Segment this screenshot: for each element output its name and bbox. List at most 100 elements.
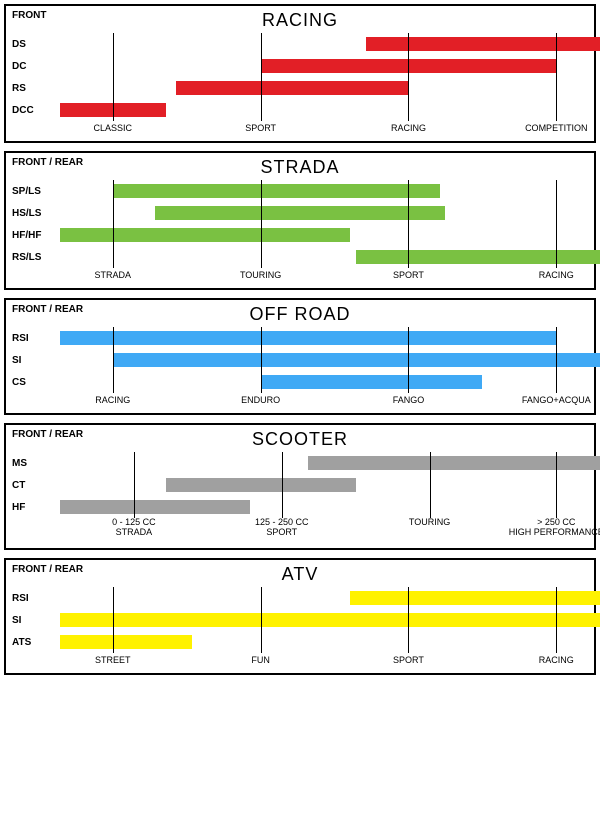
range-bar	[261, 59, 557, 73]
chart-row: MS	[12, 452, 588, 474]
range-bar	[166, 478, 356, 492]
corner-label: FRONT / REAR	[12, 429, 83, 440]
range-bar	[176, 81, 408, 95]
axis-label: SPORT	[393, 655, 424, 665]
chart-row: SI	[12, 609, 588, 631]
row-track	[60, 33, 588, 55]
chart-row: SP/LS	[12, 180, 588, 202]
axis-label: RACING	[539, 655, 574, 665]
row-track	[60, 371, 588, 393]
panel-title: OFF ROAD	[12, 304, 588, 325]
row-label: DC	[12, 61, 60, 72]
corner-label: FRONT / REAR	[12, 157, 83, 168]
row-label: HF/HF	[12, 230, 60, 241]
axis-track: RACING ENDURO FANGO FANGO+ACQUA	[60, 393, 588, 411]
range-bar	[155, 206, 445, 220]
chart-row: DS	[12, 33, 588, 55]
axis-label: TOURING	[409, 518, 450, 528]
row-label: RS	[12, 83, 60, 94]
axis-label: SPORT	[393, 270, 424, 280]
axis-track: CLASSICSPORTRACINGCOMPETITION	[60, 121, 588, 139]
chart-row: HF	[12, 496, 588, 518]
row-track	[60, 180, 588, 202]
corner-label: FRONT / REAR	[12, 564, 83, 575]
chart-row: RS	[12, 77, 588, 99]
chart-row: CT	[12, 474, 588, 496]
panel-title: RACING	[12, 10, 588, 31]
axis-row: STREETFUNSPORTRACING	[12, 653, 588, 671]
range-bar	[113, 353, 600, 367]
panel-racing: FRONTRACINGDSDCRSDCCCLASSICSPORTRACINGCO…	[4, 4, 596, 143]
range-bar	[60, 635, 192, 649]
chart-row: HS/LS	[12, 202, 588, 224]
axis-label: RACING	[391, 123, 426, 133]
range-bar	[60, 103, 166, 117]
row-track	[60, 99, 588, 121]
chart-row: SI	[12, 349, 588, 371]
row-track	[60, 202, 588, 224]
range-bar	[356, 250, 600, 264]
row-label: ATS	[12, 637, 60, 648]
row-label: CT	[12, 480, 60, 491]
chart-row: HF/HF	[12, 224, 588, 246]
panel-scooter: FRONT / REARSCOOTERMSCTHF0 - 125 CCSTRAD…	[4, 423, 596, 550]
axis-label: ENDURO	[241, 395, 280, 405]
range-bar	[60, 331, 556, 345]
row-track	[60, 327, 588, 349]
axis-label: COMPETITION	[525, 123, 588, 133]
axis-label: CLASSIC	[94, 123, 133, 133]
row-label: MS	[12, 458, 60, 469]
chart-row: RS/LS	[12, 246, 588, 268]
axis-label: 0 - 125 CCSTRADA	[112, 518, 156, 538]
range-bar	[60, 613, 600, 627]
corner-label: FRONT	[12, 10, 46, 21]
row-track	[60, 474, 588, 496]
corner-label: FRONT / REAR	[12, 304, 83, 315]
axis-label: > 250 CCHIGH PERFORMANCE	[509, 518, 600, 538]
row-track	[60, 77, 588, 99]
row-label: RS/LS	[12, 252, 60, 263]
axis-label: STREET	[95, 655, 131, 665]
axis-track: 0 - 125 CCSTRADA 125 - 250 CCSPORT TOURING…	[60, 518, 588, 546]
range-bar	[308, 456, 600, 470]
axis-label: TOURING	[240, 270, 281, 280]
axis-label: FANGO+ACQUA	[522, 395, 591, 405]
panel-offroad: FRONT / REAROFF ROAD RSI SI CS RACING ENDURO F…	[4, 298, 596, 415]
axis-label: RACING	[539, 270, 574, 280]
row-track	[60, 587, 588, 609]
axis-label: STRADA	[95, 270, 132, 280]
range-bar	[350, 591, 600, 605]
chart-area: MS CT HF 0 - 125 CCSTRADA 125 - 250 CCSPORT T…	[12, 452, 588, 546]
chart-area: RSI SI CS RACING ENDURO FANGO FANGO+ACQUA	[12, 327, 588, 411]
range-bar	[60, 228, 350, 242]
row-track	[60, 349, 588, 371]
axis-label: 125 - 250 CCSPORT	[255, 518, 309, 538]
row-label: RSI	[12, 333, 60, 344]
range-bar	[261, 375, 483, 389]
axis-row: RACING ENDURO FANGO FANGO+ACQUA	[12, 393, 588, 411]
panel-title: SCOOTER	[12, 429, 588, 450]
chart-row: RSI	[12, 587, 588, 609]
row-track	[60, 496, 588, 518]
chart-area: DSDCRSDCCCLASSICSPORTRACINGCOMPETITION	[12, 33, 588, 139]
chart-row: RSI	[12, 327, 588, 349]
axis-label: RACING	[95, 395, 130, 405]
range-bar	[366, 37, 600, 51]
chart-area: RSISIATSSTREETFUNSPORTRACING	[12, 587, 588, 671]
chart-area: SP/LS HS/LS HF/HF RS/LS STRADA TOURING SPORT RA…	[12, 180, 588, 286]
row-track	[60, 224, 588, 246]
axis-label: FANGO	[393, 395, 425, 405]
row-label: DCC	[12, 105, 60, 116]
row-label: DS	[12, 39, 60, 50]
row-track	[60, 609, 588, 631]
row-label: SI	[12, 355, 60, 366]
range-bar	[113, 184, 440, 198]
row-label: HF	[12, 502, 60, 513]
row-label: RSI	[12, 593, 60, 604]
axis-track: STRADA TOURING SPORT RACING	[60, 268, 588, 286]
chart-row: DCC	[12, 99, 588, 121]
row-label: SP/LS	[12, 186, 60, 197]
range-bar	[60, 500, 250, 514]
panel-strada: FRONT / REAR STRADA SP/LS HS/LS HF/HF RS/LSST…	[4, 151, 596, 290]
chart-row: CS	[12, 371, 588, 393]
